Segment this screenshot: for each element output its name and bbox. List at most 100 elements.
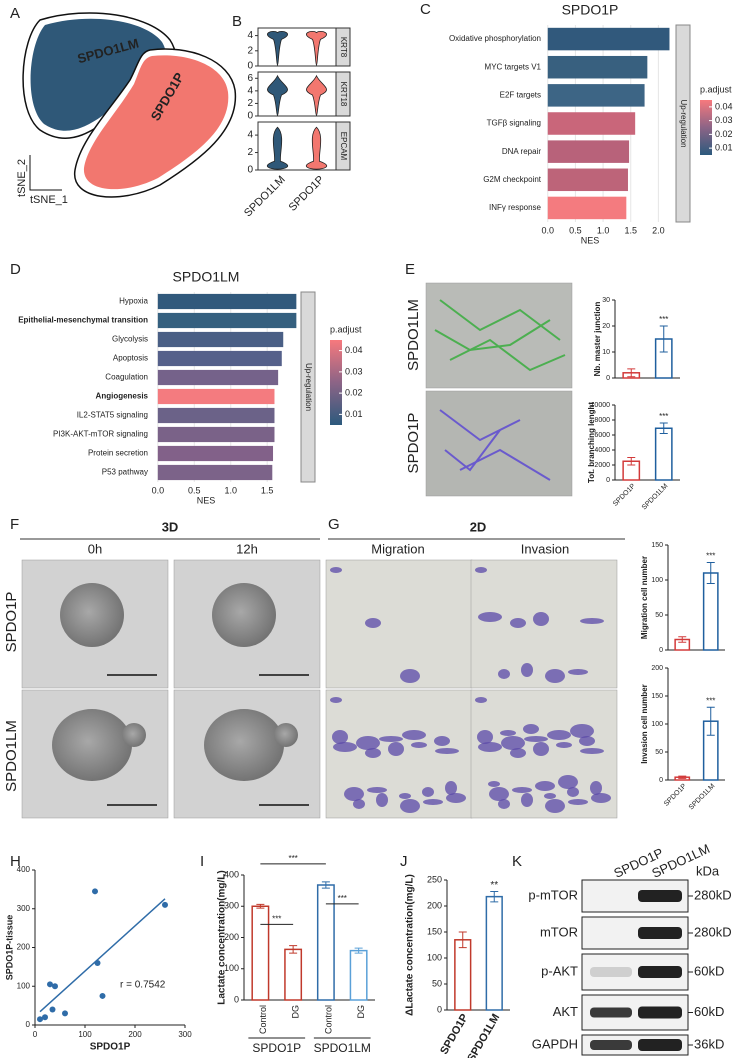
panel-label: J	[400, 853, 408, 870]
band	[590, 1040, 632, 1050]
x-tick-label: SPDO1P	[612, 483, 637, 508]
stained-cell	[411, 742, 427, 748]
panel-label: B	[232, 13, 242, 30]
y-tick-label: Oxidative phosphorylation	[449, 34, 541, 43]
stained-cell	[568, 669, 588, 675]
stained-cell	[402, 730, 426, 740]
y-tick-label: 250	[427, 874, 442, 884]
y-tick-label: 150	[651, 693, 663, 700]
spheroid	[52, 709, 132, 781]
y-tick-label: Epithelial-mesenchymal transition	[18, 316, 148, 325]
x-tick-label: SPDO1LM	[641, 483, 670, 512]
stained-cell	[400, 669, 420, 683]
y-tick-label: Apoptosis	[113, 354, 148, 363]
error-bar	[289, 945, 298, 954]
y-tick-label: 200	[17, 943, 31, 952]
colorbar	[330, 340, 342, 425]
strip-label: KRT18	[339, 82, 348, 107]
colorbar	[700, 100, 712, 155]
error-bar	[490, 890, 499, 903]
y-tick-label: 2000	[594, 462, 610, 469]
axis-title: SPDO1P-tissue	[4, 915, 14, 981]
y-tick-label: 4	[247, 85, 253, 96]
bar	[157, 464, 273, 481]
x-tick-label: SPDO1P	[663, 783, 688, 808]
point	[94, 960, 101, 966]
y-tick-label: 150	[651, 542, 663, 549]
x-tick-label: SPDO1LM	[465, 1012, 502, 1058]
panel-label: A	[10, 5, 20, 22]
axis-title: Nb. master junction	[593, 302, 602, 377]
band	[638, 1039, 682, 1051]
panel-label: K	[512, 853, 522, 870]
y-tick-label: 0	[659, 777, 663, 784]
colorbar-label: 0.04	[715, 101, 733, 111]
stained-cell	[478, 742, 502, 752]
axis-title: ΔLactate concentration(mg/L)	[405, 874, 416, 1016]
chart-title: SPDO1LM	[173, 269, 240, 285]
stained-cell	[591, 793, 611, 803]
y-tick-label: TGFβ signaling	[487, 119, 541, 128]
stained-cell	[547, 730, 571, 740]
panel-label: F	[10, 516, 19, 533]
band	[638, 927, 682, 939]
point	[47, 981, 53, 988]
section-header: 2D	[470, 519, 487, 534]
stained-cell	[579, 736, 595, 746]
stained-cell	[332, 730, 348, 744]
tsne-axes	[29, 155, 62, 191]
panel-label: I	[200, 853, 204, 870]
axis-title: Lactate concentration(mg/L)	[217, 870, 228, 1004]
error-bar	[321, 881, 330, 889]
spheroid	[204, 709, 284, 781]
significance: ***	[338, 894, 347, 903]
bar	[157, 426, 275, 443]
row-label: SPDO1LM	[405, 299, 422, 371]
y-tick-label: P53 pathway	[102, 468, 148, 477]
violin	[266, 126, 289, 170]
y-tick-label: 50	[655, 749, 663, 756]
error-bar	[458, 931, 467, 949]
spheroid	[212, 583, 276, 647]
point	[62, 1010, 68, 1017]
y-tick-label: 10000	[591, 402, 611, 409]
error-bar	[256, 903, 265, 909]
point	[37, 1016, 43, 1023]
stained-cell	[524, 736, 548, 742]
error-bar	[354, 947, 363, 954]
tube-image	[425, 390, 573, 497]
stained-cell	[400, 799, 420, 813]
error-bar	[627, 368, 636, 378]
significance: ***	[706, 696, 715, 705]
stained-cell	[580, 748, 604, 754]
y-tick-label: MYC targets V1	[485, 62, 542, 71]
stained-cell	[445, 781, 457, 795]
bar	[157, 331, 284, 348]
violin-frame	[257, 71, 337, 117]
bar	[547, 55, 648, 79]
stained-cell	[353, 799, 365, 809]
panel-label: G	[328, 516, 340, 533]
bar	[157, 445, 274, 462]
y-tick-label: 100	[427, 952, 442, 962]
violin	[267, 74, 288, 116]
stained-cell	[477, 730, 493, 744]
axis-title: SPDO1P	[90, 1042, 131, 1053]
y-tick-label: 0	[659, 647, 663, 654]
error-bar	[706, 706, 715, 736]
strip-label: KRT8	[339, 37, 348, 58]
size-label: 280kD	[694, 887, 732, 902]
y-tick-label: 0	[247, 61, 253, 72]
stained-cell	[512, 787, 532, 793]
point	[52, 983, 58, 990]
stained-cell	[365, 618, 381, 628]
stained-cell	[545, 799, 565, 813]
stained-cell	[521, 663, 533, 677]
y-tick-label: G2M checkpoint	[483, 175, 542, 184]
axis-title: NES	[197, 495, 216, 505]
y-tick-label: DNA repair	[502, 147, 541, 156]
stained-cell	[330, 697, 342, 703]
colorbar-label: 0.03	[345, 366, 363, 376]
bar	[547, 168, 628, 192]
